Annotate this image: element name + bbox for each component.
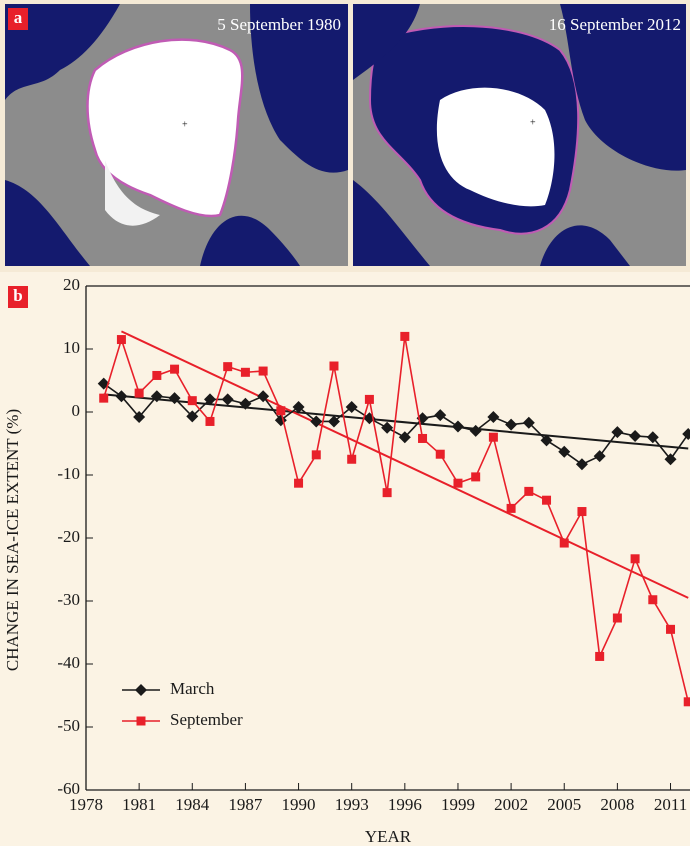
y-tick-label: 20: [63, 275, 80, 294]
y-tick-label: 0: [72, 401, 81, 420]
page: + + a 5 September 1980 16 September 2012…: [0, 0, 690, 846]
marker: [223, 362, 232, 371]
series-line: [104, 336, 689, 701]
map-2012: +: [353, 4, 686, 266]
marker: [312, 450, 321, 459]
panel-label: b: [13, 286, 22, 305]
pole-mark: +: [182, 119, 188, 130]
map-caption: 16 September 2012: [549, 15, 681, 34]
map-caption: 5 September 1980: [217, 15, 341, 34]
marker: [453, 479, 462, 488]
x-tick-label: 1993: [335, 795, 369, 814]
marker: [365, 395, 374, 404]
marker: [524, 487, 533, 496]
marker: [117, 335, 126, 344]
marker: [489, 433, 498, 442]
x-tick-label: 2005: [547, 795, 581, 814]
legend-label: March: [170, 679, 215, 698]
marker: [595, 652, 604, 661]
marker: [135, 389, 144, 398]
marker: [507, 504, 516, 513]
y-axis-label: CHANGE IN SEA-ICE EXTENT (%): [3, 409, 22, 671]
marker: [648, 595, 657, 604]
marker: [452, 420, 464, 432]
figure: + + a 5 September 1980 16 September 2012…: [0, 0, 690, 846]
marker: [276, 406, 285, 415]
x-tick-label: 1984: [175, 795, 210, 814]
marker: [576, 458, 588, 470]
marker: [505, 419, 517, 431]
marker: [631, 554, 640, 563]
marker: [222, 393, 234, 405]
y-tick-label: -10: [57, 464, 80, 483]
x-tick-label: 2008: [600, 795, 634, 814]
y-tick-label: -50: [57, 716, 80, 735]
marker: [135, 684, 147, 696]
marker: [558, 446, 570, 458]
marker: [436, 450, 445, 459]
marker: [241, 368, 250, 377]
marker: [381, 422, 393, 434]
marker: [259, 367, 268, 376]
marker: [170, 365, 179, 374]
x-tick-label: 1981: [122, 795, 156, 814]
map-1980: +: [5, 4, 348, 266]
pole-mark: +: [530, 117, 536, 128]
marker: [577, 507, 586, 516]
y-tick-label: -20: [57, 527, 80, 546]
marker: [137, 717, 146, 726]
x-tick-label: 2011: [654, 795, 687, 814]
marker: [347, 455, 356, 464]
legend-label: September: [170, 710, 243, 729]
trend-line: [121, 331, 688, 597]
x-tick-label: 1990: [282, 795, 316, 814]
marker: [400, 332, 409, 341]
x-tick-label: 1978: [69, 795, 103, 814]
marker: [275, 414, 287, 426]
y-tick-label: 10: [63, 338, 80, 357]
y-tick-label: -40: [57, 653, 80, 672]
x-tick-label: 1996: [388, 795, 422, 814]
marker: [434, 409, 446, 421]
marker: [329, 362, 338, 371]
marker: [666, 625, 675, 634]
marker: [418, 434, 427, 443]
marker: [188, 396, 197, 405]
panel-label: a: [14, 8, 23, 27]
marker: [594, 450, 606, 462]
x-tick-label: 1987: [228, 795, 263, 814]
marker: [99, 394, 108, 403]
marker: [613, 614, 622, 623]
y-tick-label: -30: [57, 590, 80, 609]
marker: [294, 479, 303, 488]
marker: [560, 539, 569, 548]
x-tick-label: 2002: [494, 795, 528, 814]
marker: [471, 472, 480, 481]
marker: [629, 430, 641, 442]
marker: [152, 371, 161, 380]
marker: [684, 697, 690, 706]
x-tick-label: 1999: [441, 795, 475, 814]
marker: [383, 488, 392, 497]
marker: [542, 496, 551, 505]
marker: [611, 426, 623, 438]
plot-area: [98, 331, 690, 706]
marker: [205, 417, 214, 426]
x-axis-label: YEAR: [365, 827, 412, 846]
